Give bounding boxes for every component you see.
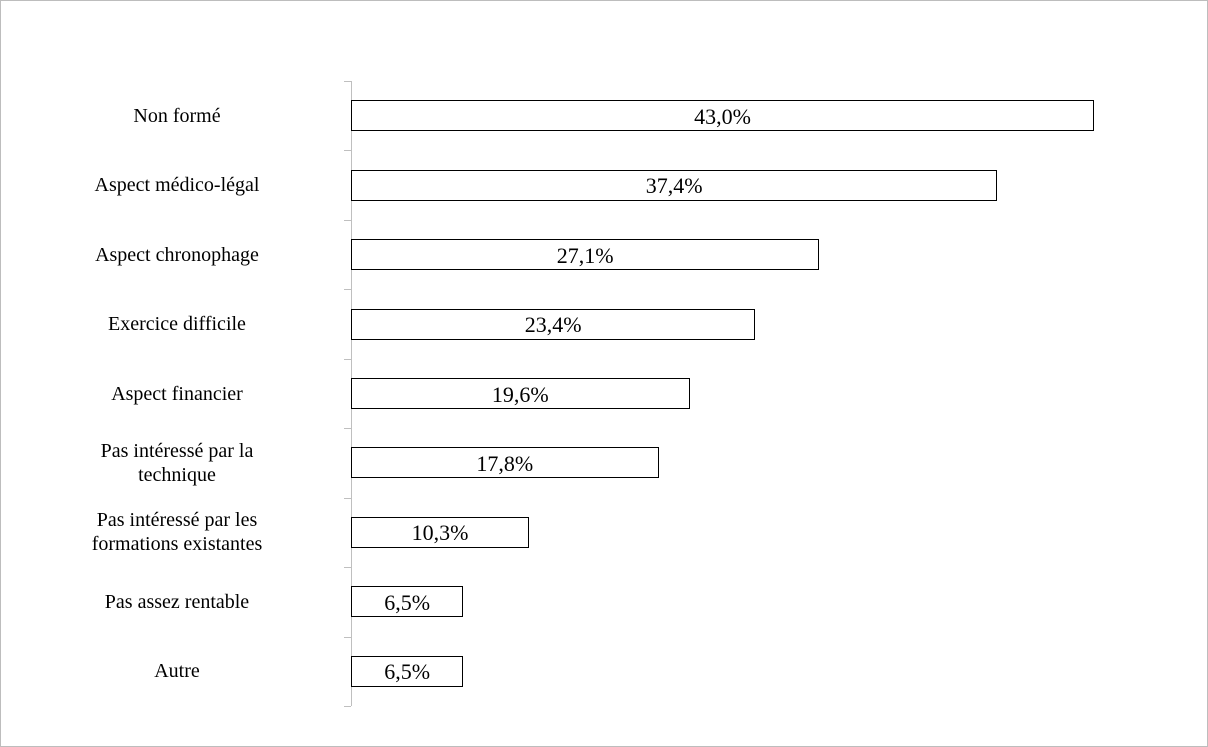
data-label: 43,0% bbox=[694, 103, 751, 129]
bar bbox=[351, 308, 756, 340]
category-label: Exercice difficile bbox=[108, 313, 246, 336]
axis-tick bbox=[344, 289, 351, 291]
data-label: 10,3% bbox=[411, 520, 469, 546]
axis-tick bbox=[344, 358, 351, 360]
axis-tick bbox=[344, 497, 351, 499]
category-label: Autre bbox=[154, 660, 200, 683]
category-label: Pas intéressé par la technique bbox=[100, 439, 254, 486]
category-label: Aspect chronophage bbox=[95, 243, 259, 266]
category-label: Aspect financier bbox=[111, 382, 243, 405]
category-label: Pas intéressé par les formations existan… bbox=[91, 509, 263, 556]
axis-tick bbox=[344, 567, 351, 569]
axis-tick bbox=[344, 636, 351, 638]
data-label: 23,4% bbox=[524, 312, 582, 338]
bar bbox=[351, 586, 464, 618]
category-label: Pas assez rentable bbox=[104, 590, 250, 613]
bar bbox=[351, 100, 1095, 132]
category-label: Non formé bbox=[133, 104, 221, 127]
bar bbox=[351, 378, 690, 409]
data-label: 19,6% bbox=[491, 381, 549, 407]
data-label: 17,8% bbox=[476, 450, 534, 476]
bar bbox=[351, 516, 529, 548]
axis-tick bbox=[344, 150, 351, 152]
data-label: 6,5% bbox=[384, 659, 431, 685]
axis-tick bbox=[344, 428, 351, 430]
category-label: Aspect médico-légal bbox=[94, 174, 260, 197]
bar bbox=[351, 655, 464, 687]
axis-tick bbox=[344, 219, 351, 221]
bar bbox=[351, 169, 998, 201]
data-label: 27,1% bbox=[556, 242, 614, 268]
bar bbox=[351, 239, 820, 271]
axis-tick bbox=[344, 706, 351, 707]
axis-tick bbox=[344, 81, 351, 82]
data-label: 6,5% bbox=[384, 589, 431, 615]
bar bbox=[351, 447, 659, 479]
data-label: 37,4% bbox=[645, 173, 703, 199]
